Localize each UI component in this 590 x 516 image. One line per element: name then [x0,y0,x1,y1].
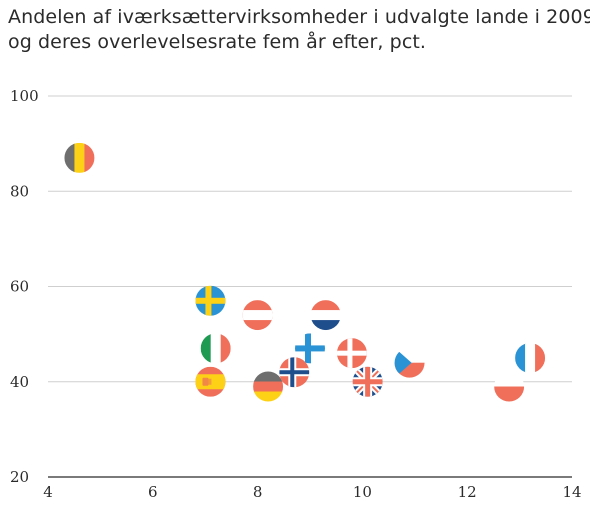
chart-title: Andelen af iværksættervirksomheder i udv… [8,5,590,55]
x-tick-label: 12 [458,483,477,501]
y-tick-label: 20 [10,468,29,486]
x-axis-ticks: 4 6 8 10 12 14 [43,483,581,501]
y-tick-label: 60 [10,278,29,296]
data-point-netherlands-flag-icon [310,300,341,331]
x-tick-label: 14 [562,483,581,501]
data-point-united-kingdom-flag-icon [352,366,383,397]
data-point-denmark-flag-icon [336,338,367,369]
data-point-france-flag-icon [515,342,546,373]
x-tick-label: 4 [43,483,53,501]
y-axis-ticks: 20 40 60 80 100 [10,87,39,486]
data-point-italy-flag-icon [200,333,231,364]
x-tick-label: 8 [253,483,263,501]
data-point-sweden-flag-icon [195,285,226,316]
data-points [64,142,546,402]
gridlines [48,95,572,383]
y-tick-label: 80 [10,182,29,200]
y-tick-label: 100 [10,87,39,105]
data-point-germany-flag-icon [253,371,284,402]
data-point-austria-flag-icon [242,300,273,331]
data-point-spain-flag-icon [195,366,226,397]
data-point-poland-flag-icon [494,371,525,402]
data-point-czech-republic-flag-icon [394,347,425,378]
chart-title-line-1: Andelen af iværksættervirksomheder i udv… [8,6,590,28]
x-tick-label: 10 [353,483,372,501]
y-tick-label: 40 [10,373,29,391]
x-tick-label: 6 [148,483,158,501]
data-point-norway-flag-icon [279,357,310,388]
chart-title-line-2: og deres overlevelsesrate fem år efter, … [8,31,427,53]
data-point-belgium-flag-icon [64,142,95,173]
